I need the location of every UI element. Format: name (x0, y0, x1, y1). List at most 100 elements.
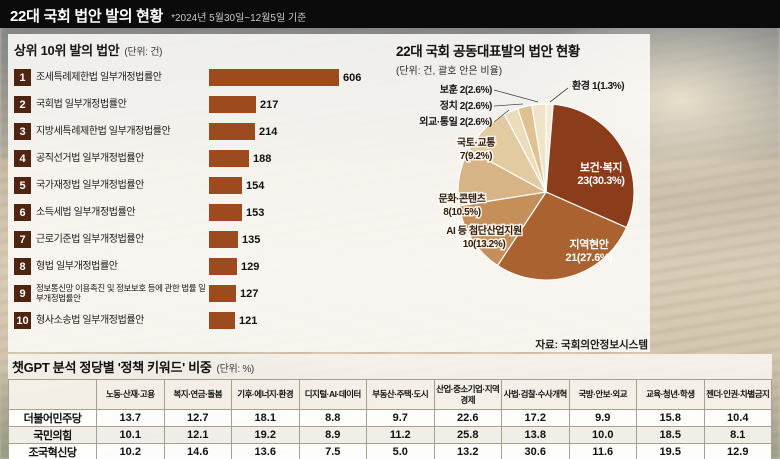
bill-name: 정보통신망 이용촉진 및 정보보호 등에 관한 법률 일부개정법률안 (36, 283, 206, 303)
pie-slice (531, 103, 547, 193)
top10-title: 상위 10위 발의 법안 (단위: 건) (14, 40, 388, 59)
top10-unit-note: (단위: 건) (124, 47, 163, 58)
rank-badge: 7 (14, 231, 31, 248)
value-cell: 12.1 (163, 426, 232, 444)
pie-slice-label: 보건·복지 (580, 160, 622, 174)
bar-value: 121 (239, 314, 258, 327)
column-header: 교육·청년·학생 (636, 379, 705, 410)
bar-value: 154 (246, 179, 265, 192)
bar-row: 8 형법 일부개정법률안 129 (14, 253, 388, 280)
pie-title: 22대 국회 공동대표발의 법안 현황 (396, 44, 580, 59)
pie-callout-label: 보훈 2(2.6%) (440, 83, 492, 96)
bar-value: 606 (343, 71, 362, 84)
bar-value: 188 (253, 152, 272, 165)
value-cell: 9.7 (366, 409, 435, 427)
value-cell: 10.2 (96, 443, 165, 459)
value-cell: 8.8 (298, 409, 367, 427)
bill-name: 형사소송법 일부개정법률안 (36, 315, 144, 326)
pie-callout-label: 정치 2(2.6%) (440, 99, 492, 112)
bill-name: 근로기준법 일부개정법률안 (36, 234, 144, 245)
party-name: 국민의힘 (8, 426, 97, 444)
value-cell: 10.0 (568, 426, 637, 444)
bar (209, 96, 256, 113)
value-cell: 12.7 (163, 409, 232, 427)
value-cell: 10.1 (96, 426, 165, 444)
leader-line (493, 109, 510, 123)
bar (209, 231, 238, 248)
value-cell: 13.8 (501, 426, 570, 444)
value-cell: 5.0 (366, 443, 435, 459)
value-cell: 13.2 (433, 443, 502, 459)
value-cell: 8.9 (298, 426, 367, 444)
value-cell: 18.5 (636, 426, 705, 444)
pie-callout-label: 환경 1(1.3%) (572, 79, 624, 92)
rank-badge: 3 (14, 123, 31, 140)
value-cell: 11.2 (366, 426, 435, 444)
value-cell: 15.8 (636, 409, 705, 427)
keyword-table: 노동·산재·고용 복지·연금·돌봄 기후·에너지·환경 디지털·AI·데이터 부동산·주… (8, 379, 772, 459)
top10-bar-chart-section: 상위 10위 발의 법안 (단위: 건) 1 조세특례제한법 일부개정법률안 606 2… (14, 40, 388, 346)
pie-slice (496, 191, 628, 281)
value-cell: 19.2 (231, 426, 300, 444)
pie-slice-value: 23(30.3%) (577, 175, 625, 187)
table-row: 더불어민주당 13.7 12.7 18.1 8.8 9.7 22.6 17.2 9.9 15.8 1… (8, 409, 772, 427)
bar-value: 135 (242, 233, 261, 246)
table-header-row: 노동·산재·고용 복지·연금·돌봄 기후·에너지·환경 디지털·AI·데이터 부동산·주… (8, 379, 772, 410)
pie-slice-label: 문화·콘텐츠 (439, 192, 486, 205)
bar-row: 4 공직선거법 일부개정법률안 188 (14, 145, 388, 172)
pie-unit-note: (단위: 건, 괄호 안은 비율) (396, 66, 503, 77)
rank-badge: 8 (14, 258, 31, 275)
pie-slice-value: 7(9.2%) (460, 151, 492, 162)
bill-name: 국회법 일부개정법률안 (36, 99, 127, 110)
bill-name: 공직선거법 일부개정법률안 (36, 153, 144, 164)
bar-value: 129 (241, 260, 260, 273)
pie-slice-label: 지역현안 (570, 237, 609, 251)
value-cell: 18.1 (231, 409, 300, 427)
party-column-header (8, 379, 97, 410)
column-header: 부동산·주택·도시 (366, 379, 435, 410)
bar (209, 177, 242, 194)
bar-value: 214 (259, 125, 278, 138)
value-cell: 17.2 (501, 409, 570, 427)
bar-row: 10 형사소송법 일부개정법률안 121 (14, 307, 388, 334)
rank-badge: 6 (14, 204, 31, 221)
page-title: 22대 국회 법안 발의 현황 (10, 8, 164, 25)
value-cell: 22.6 (433, 409, 502, 427)
bar (209, 258, 237, 275)
column-header: 젠더·인권·차별금지 (703, 379, 772, 410)
bar (209, 123, 255, 140)
pie-callout-label: 외교·통일 2(2.6%) (419, 115, 492, 128)
column-header: 국방·안보·외교 (568, 379, 637, 410)
bar-row: 1 조세특례제한법 일부개정법률안 606 (14, 64, 388, 91)
bar-value: 217 (260, 98, 279, 111)
bill-name: 국가재정법 일부개정법률안 (36, 180, 144, 191)
bar (209, 69, 339, 86)
pie-slice-value: 8(10.5%) (443, 207, 480, 218)
column-header: 복지·연금·돌봄 (163, 379, 232, 410)
bar-value: 153 (246, 206, 265, 219)
value-cell: 12.9 (703, 443, 772, 459)
bar-row: 3 지방세특례제한법 일부개정법률안 214 (14, 118, 388, 145)
pie-chart-section: 22대 국회 공동대표발의 법안 현황 (단위: 건, 괄호 안은 비율) 환경… (396, 40, 652, 352)
top10-title-text: 상위 10위 발의 법안 (14, 43, 120, 58)
bar-row: 7 근로기준법 일부개정법률안 135 (14, 226, 388, 253)
value-cell: 10.4 (703, 409, 772, 427)
leader-line (493, 89, 539, 103)
party-name: 더불어민주당 (8, 409, 97, 427)
leader-line (549, 87, 569, 103)
column-header: 산업·중소기업·지역경제 (433, 379, 502, 410)
pie-slice (458, 191, 548, 267)
value-cell: 14.6 (163, 443, 232, 459)
rank-badge: 9 (14, 285, 31, 302)
value-cell: 30.6 (501, 443, 570, 459)
table-row: 조국혁신당 10.2 14.6 13.6 7.5 5.0 13.2 30.6 11.6 19.5 1… (8, 443, 772, 459)
bill-name: 소득세법 일부개정법률안 (36, 207, 136, 218)
pie-slice-label: AI 등 첨단산업지원 (446, 224, 522, 237)
source-note: 자료: 국회의안정보시스템 (535, 339, 648, 351)
column-header: 사법·검찰·수사개혁 (501, 379, 570, 410)
leader-line (493, 103, 524, 107)
title-bar: 22대 국회 법안 발의 현황 *2024년 5월30일~12월5일 기준 (0, 0, 780, 28)
rank-badge: 5 (14, 177, 31, 194)
